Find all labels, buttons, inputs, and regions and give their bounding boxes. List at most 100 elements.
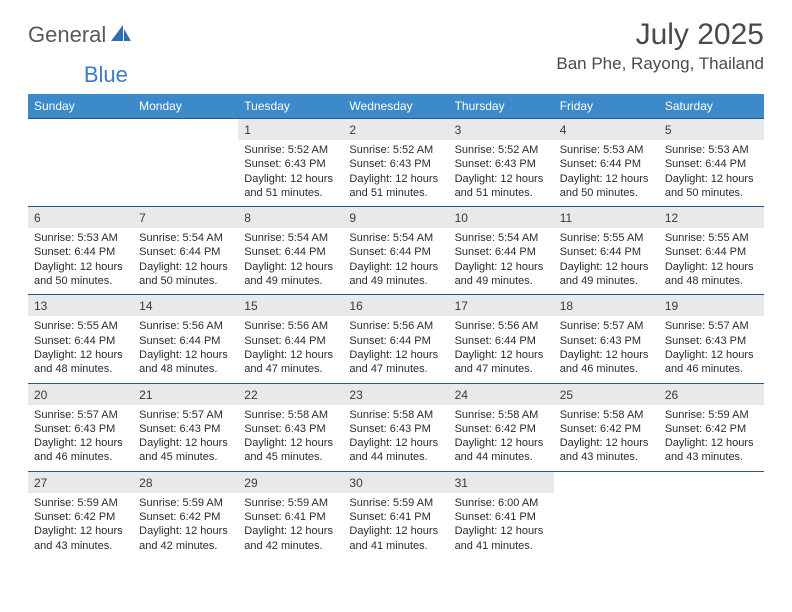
day-number: 25 (554, 384, 659, 405)
day-number: 24 (449, 384, 554, 405)
empty-day-cell: . (133, 119, 238, 206)
day-cell: 9Sunrise: 5:54 AMSunset: 6:44 PMDaylight… (343, 207, 448, 294)
day-details: Sunrise: 5:58 AMSunset: 6:42 PMDaylight:… (554, 405, 659, 471)
day-cell: 20Sunrise: 5:57 AMSunset: 6:43 PMDayligh… (28, 384, 133, 471)
day-cell: 18Sunrise: 5:57 AMSunset: 6:43 PMDayligh… (554, 295, 659, 382)
day-details: Sunrise: 5:55 AMSunset: 6:44 PMDaylight:… (554, 228, 659, 294)
day-details: Sunrise: 5:58 AMSunset: 6:43 PMDaylight:… (343, 405, 448, 471)
day-number: 23 (343, 384, 448, 405)
day-cell: 29Sunrise: 5:59 AMSunset: 6:41 PMDayligh… (238, 472, 343, 559)
day-number: 30 (343, 472, 448, 493)
day-number: 6 (28, 207, 133, 228)
day-details: Sunrise: 5:56 AMSunset: 6:44 PMDaylight:… (133, 316, 238, 382)
day-cell: 7Sunrise: 5:54 AMSunset: 6:44 PMDaylight… (133, 207, 238, 294)
day-details: Sunrise: 5:56 AMSunset: 6:44 PMDaylight:… (238, 316, 343, 382)
day-number: 21 (133, 384, 238, 405)
day-details: Sunrise: 5:59 AMSunset: 6:41 PMDaylight:… (238, 493, 343, 559)
day-number: 13 (28, 295, 133, 316)
day-cell: 2Sunrise: 5:52 AMSunset: 6:43 PMDaylight… (343, 119, 448, 206)
day-cell: 17Sunrise: 5:56 AMSunset: 6:44 PMDayligh… (449, 295, 554, 382)
dow-header-row: SundayMondayTuesdayWednesdayThursdayFrid… (28, 94, 764, 118)
day-number: 19 (659, 295, 764, 316)
week-row: 13Sunrise: 5:55 AMSunset: 6:44 PMDayligh… (28, 294, 764, 382)
dow-header-cell: Saturday (659, 94, 764, 118)
day-cell: 23Sunrise: 5:58 AMSunset: 6:43 PMDayligh… (343, 384, 448, 471)
day-cell: 11Sunrise: 5:55 AMSunset: 6:44 PMDayligh… (554, 207, 659, 294)
day-number: 2 (343, 119, 448, 140)
day-details: Sunrise: 5:54 AMSunset: 6:44 PMDaylight:… (449, 228, 554, 294)
brand-logo: General (28, 18, 135, 48)
empty-day-cell: . (28, 119, 133, 206)
day-cell: 28Sunrise: 5:59 AMSunset: 6:42 PMDayligh… (133, 472, 238, 559)
day-number: 1 (238, 119, 343, 140)
brand-sail-icon (109, 23, 133, 48)
day-number: 22 (238, 384, 343, 405)
day-cell: 1Sunrise: 5:52 AMSunset: 6:43 PMDaylight… (238, 119, 343, 206)
dow-header-cell: Wednesday (343, 94, 448, 118)
day-number: 15 (238, 295, 343, 316)
day-cell: 4Sunrise: 5:53 AMSunset: 6:44 PMDaylight… (554, 119, 659, 206)
week-row: ..1Sunrise: 5:52 AMSunset: 6:43 PMDaylig… (28, 118, 764, 206)
day-number: 12 (659, 207, 764, 228)
day-cell: 26Sunrise: 5:59 AMSunset: 6:42 PMDayligh… (659, 384, 764, 471)
calendar-page: General July 2025 Ban Phe, Rayong, Thail… (0, 0, 792, 579)
day-details: Sunrise: 5:57 AMSunset: 6:43 PMDaylight:… (659, 316, 764, 382)
dow-header-cell: Thursday (449, 94, 554, 118)
day-details: Sunrise: 5:59 AMSunset: 6:42 PMDaylight:… (659, 405, 764, 471)
day-details: Sunrise: 5:53 AMSunset: 6:44 PMDaylight:… (28, 228, 133, 294)
day-cell: 6Sunrise: 5:53 AMSunset: 6:44 PMDaylight… (28, 207, 133, 294)
empty-day-cell: . (554, 472, 659, 559)
day-number: 8 (238, 207, 343, 228)
day-details: Sunrise: 5:55 AMSunset: 6:44 PMDaylight:… (659, 228, 764, 294)
day-cell: 30Sunrise: 5:59 AMSunset: 6:41 PMDayligh… (343, 472, 448, 559)
day-cell: 12Sunrise: 5:55 AMSunset: 6:44 PMDayligh… (659, 207, 764, 294)
day-cell: 21Sunrise: 5:57 AMSunset: 6:43 PMDayligh… (133, 384, 238, 471)
day-cell: 15Sunrise: 5:56 AMSunset: 6:44 PMDayligh… (238, 295, 343, 382)
dow-header-cell: Tuesday (238, 94, 343, 118)
day-details: Sunrise: 5:57 AMSunset: 6:43 PMDaylight:… (28, 405, 133, 471)
day-number: 26 (659, 384, 764, 405)
day-details: Sunrise: 5:57 AMSunset: 6:43 PMDaylight:… (554, 316, 659, 382)
day-number: 31 (449, 472, 554, 493)
day-number: 14 (133, 295, 238, 316)
day-number: 7 (133, 207, 238, 228)
day-details: Sunrise: 5:54 AMSunset: 6:44 PMDaylight:… (133, 228, 238, 294)
day-number: 16 (343, 295, 448, 316)
day-number: 9 (343, 207, 448, 228)
day-details: Sunrise: 5:59 AMSunset: 6:42 PMDaylight:… (133, 493, 238, 559)
day-cell: 5Sunrise: 5:53 AMSunset: 6:44 PMDaylight… (659, 119, 764, 206)
day-number: 10 (449, 207, 554, 228)
day-details: Sunrise: 5:55 AMSunset: 6:44 PMDaylight:… (28, 316, 133, 382)
day-details: Sunrise: 5:59 AMSunset: 6:41 PMDaylight:… (343, 493, 448, 559)
day-details: Sunrise: 6:00 AMSunset: 6:41 PMDaylight:… (449, 493, 554, 559)
day-cell: 27Sunrise: 5:59 AMSunset: 6:42 PMDayligh… (28, 472, 133, 559)
day-cell: 16Sunrise: 5:56 AMSunset: 6:44 PMDayligh… (343, 295, 448, 382)
day-details: Sunrise: 5:58 AMSunset: 6:42 PMDaylight:… (449, 405, 554, 471)
day-details: Sunrise: 5:52 AMSunset: 6:43 PMDaylight:… (343, 140, 448, 206)
day-cell: 25Sunrise: 5:58 AMSunset: 6:42 PMDayligh… (554, 384, 659, 471)
day-number: 27 (28, 472, 133, 493)
day-number: 20 (28, 384, 133, 405)
brand-blue: Blue (84, 62, 128, 88)
day-cell: 14Sunrise: 5:56 AMSunset: 6:44 PMDayligh… (133, 295, 238, 382)
day-number: 11 (554, 207, 659, 228)
day-details: Sunrise: 5:52 AMSunset: 6:43 PMDaylight:… (238, 140, 343, 206)
title-block: July 2025 Ban Phe, Rayong, Thailand (556, 18, 764, 74)
month-title: July 2025 (556, 18, 764, 52)
day-cell: 19Sunrise: 5:57 AMSunset: 6:43 PMDayligh… (659, 295, 764, 382)
day-details: Sunrise: 5:56 AMSunset: 6:44 PMDaylight:… (343, 316, 448, 382)
day-cell: 24Sunrise: 5:58 AMSunset: 6:42 PMDayligh… (449, 384, 554, 471)
day-number: 17 (449, 295, 554, 316)
day-cell: 22Sunrise: 5:58 AMSunset: 6:43 PMDayligh… (238, 384, 343, 471)
calendar-grid: SundayMondayTuesdayWednesdayThursdayFrid… (28, 94, 764, 559)
day-number: 29 (238, 472, 343, 493)
day-number: 5 (659, 119, 764, 140)
day-details: Sunrise: 5:53 AMSunset: 6:44 PMDaylight:… (554, 140, 659, 206)
week-row: 20Sunrise: 5:57 AMSunset: 6:43 PMDayligh… (28, 383, 764, 471)
day-details: Sunrise: 5:53 AMSunset: 6:44 PMDaylight:… (659, 140, 764, 206)
day-cell: 13Sunrise: 5:55 AMSunset: 6:44 PMDayligh… (28, 295, 133, 382)
day-details: Sunrise: 5:52 AMSunset: 6:43 PMDaylight:… (449, 140, 554, 206)
week-row: 6Sunrise: 5:53 AMSunset: 6:44 PMDaylight… (28, 206, 764, 294)
day-number: 4 (554, 119, 659, 140)
week-row: 27Sunrise: 5:59 AMSunset: 6:42 PMDayligh… (28, 471, 764, 559)
